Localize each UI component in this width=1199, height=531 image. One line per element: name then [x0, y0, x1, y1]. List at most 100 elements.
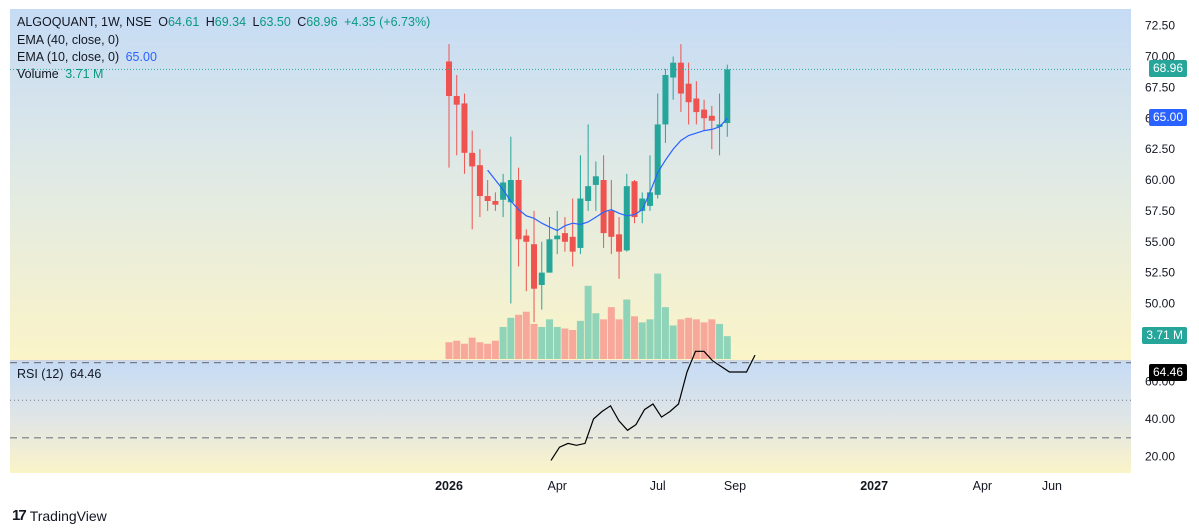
volume-bar [677, 319, 685, 359]
volume-bar [716, 323, 724, 359]
candle-body [724, 69, 731, 124]
volume-bar [631, 316, 639, 359]
candle-body [685, 83, 692, 103]
price-tick-label: 55.00 [1145, 235, 1175, 249]
volume-tag: 3.71 M [1142, 327, 1187, 345]
candle-body [531, 244, 538, 289]
volume-bar [661, 307, 669, 359]
rsi-value: 64.46 [70, 367, 102, 381]
volume-value: 3.71 M [65, 67, 104, 81]
volume-bar [600, 319, 608, 359]
candle-body [662, 75, 669, 125]
symbol-legend[interactable]: ALGOQUANT, 1W, NSE O64.61 H69.34 L63.50 … [17, 15, 433, 29]
candle-body [677, 62, 684, 94]
open-label: O [158, 15, 168, 29]
volume-bar [561, 328, 569, 359]
ema40-label: EMA (40, close, 0) [17, 33, 120, 47]
volume-bar [592, 313, 600, 359]
rsi-tick-label: 40.00 [1145, 412, 1175, 426]
volume-bar [700, 322, 708, 359]
ema10-label: EMA (10, close, 0) [17, 50, 120, 64]
price-tick-label: 50.00 [1145, 297, 1175, 311]
volume-bar [468, 337, 476, 359]
footer-branding[interactable]: 17 TradingView [12, 507, 107, 524]
candle-body [484, 196, 491, 201]
volume-bar [460, 343, 468, 359]
rsi-legend[interactable]: RSI (12) 64.46 [17, 367, 104, 381]
volume-bar [723, 336, 731, 359]
rsi-tag: 64.46 [1148, 364, 1187, 381]
volume-bar [507, 317, 515, 359]
time-tick-label: Apr [547, 479, 566, 493]
volume-bar [491, 340, 499, 359]
candle-body [631, 181, 638, 218]
candle-body [461, 103, 468, 153]
candle-body [577, 198, 584, 248]
volume-bar [584, 285, 592, 359]
ema40-legend[interactable]: EMA (40, close, 0) [17, 33, 122, 47]
candle-body [500, 182, 507, 200]
volume-bar [530, 323, 538, 359]
volume-bar [515, 314, 523, 359]
candle-body [608, 210, 615, 237]
volume-bar [499, 326, 507, 359]
price-tick-label: 60.00 [1145, 173, 1175, 187]
volume-bar [538, 326, 546, 359]
volume-bar [453, 340, 461, 359]
candle-body [538, 272, 545, 285]
price-tick-label: 67.50 [1145, 80, 1175, 94]
volume-bar [669, 325, 677, 359]
rsi-tick-label: 20.00 [1145, 450, 1175, 464]
candle-body [670, 62, 677, 78]
candle-body [569, 236, 576, 252]
volume-bar [545, 319, 553, 359]
volume-bar [654, 273, 662, 359]
candle-body [546, 239, 553, 273]
candle-body [623, 186, 630, 251]
candle-body [716, 124, 723, 127]
price-tick-label: 62.50 [1145, 142, 1175, 156]
candle-body [592, 176, 599, 185]
volume-bar [607, 307, 615, 359]
low-label: L [252, 15, 260, 29]
volume-bar [615, 319, 623, 359]
time-tick-label: 2026 [435, 479, 463, 493]
candle-body [639, 198, 646, 211]
candle-body [646, 192, 653, 206]
tradingview-logo-icon: 17 [12, 507, 27, 524]
high-value: 69.34 [214, 15, 247, 29]
volume-bar [576, 320, 584, 359]
brand-name: TradingView [29, 507, 107, 524]
volume-bar [484, 343, 492, 359]
volume-legend[interactable]: Volume 3.71 M [17, 67, 106, 81]
ema-tag: 65.00 [1148, 109, 1187, 127]
ema10-line [487, 117, 728, 232]
time-tick-label: Apr [973, 479, 992, 493]
volume-bar [638, 322, 646, 359]
candle-body [654, 124, 661, 195]
volume-bar [692, 319, 700, 359]
time-tick-label: Jul [650, 479, 666, 493]
candle-body [507, 180, 514, 203]
volume-bar [646, 319, 654, 359]
candle-body [708, 115, 715, 121]
candle-body [523, 235, 530, 242]
time-axis: 2026 Apr Jul Sep 2027 Apr Jun [435, 479, 1062, 493]
candle-body [561, 233, 568, 242]
candle-body [585, 186, 592, 201]
candle-body [492, 200, 499, 205]
change-value: +4.35 (+6.73%) [344, 15, 431, 29]
ema10-legend[interactable]: EMA (10, close, 0) 65.00 [17, 50, 160, 64]
price-tag: 68.96 [1148, 60, 1187, 78]
price-tick-label: 70.00 [1145, 50, 1175, 64]
candle-body [693, 98, 700, 113]
close-value: 68.96 [306, 15, 338, 29]
volume-bar [623, 299, 631, 359]
rsi-line [550, 350, 756, 461]
open-value: 64.61 [167, 15, 200, 29]
candle-body [554, 235, 561, 240]
volume-bar [476, 342, 484, 359]
close-label: C [297, 15, 307, 29]
price-tick-label: 57.50 [1145, 204, 1175, 218]
